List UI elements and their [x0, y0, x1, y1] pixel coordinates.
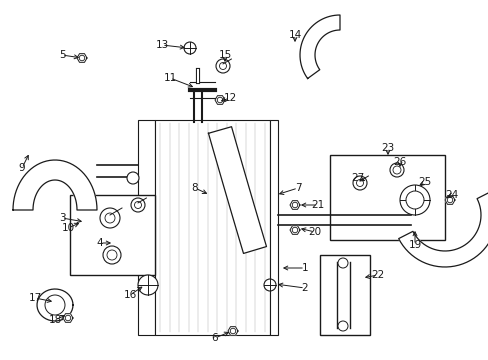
Text: 22: 22: [370, 270, 384, 280]
Polygon shape: [63, 314, 73, 322]
Text: 11: 11: [163, 73, 176, 83]
Circle shape: [127, 172, 139, 184]
Circle shape: [131, 198, 145, 212]
Bar: [329, 155, 444, 240]
Text: 12: 12: [223, 93, 236, 103]
Circle shape: [356, 180, 363, 186]
Text: 8: 8: [191, 183, 198, 193]
Bar: [138, 120, 155, 335]
Circle shape: [292, 202, 297, 208]
Text: 10: 10: [61, 223, 74, 233]
Circle shape: [134, 202, 141, 208]
Circle shape: [389, 163, 403, 177]
Circle shape: [264, 279, 275, 291]
Text: 19: 19: [407, 240, 421, 250]
Text: 1: 1: [301, 263, 307, 273]
Circle shape: [45, 295, 65, 315]
Polygon shape: [289, 201, 299, 209]
Polygon shape: [444, 196, 454, 204]
Text: 21: 21: [311, 200, 324, 210]
Circle shape: [337, 321, 347, 331]
Text: 9: 9: [19, 163, 25, 173]
Circle shape: [217, 97, 223, 103]
Polygon shape: [300, 15, 339, 78]
Circle shape: [292, 227, 297, 233]
Text: 6: 6: [211, 333, 218, 343]
Polygon shape: [227, 327, 238, 335]
Polygon shape: [398, 192, 488, 267]
Text: 23: 23: [381, 143, 394, 153]
Polygon shape: [13, 160, 97, 210]
Text: 4: 4: [97, 238, 103, 248]
Circle shape: [103, 246, 121, 264]
Circle shape: [79, 55, 84, 61]
Bar: [319, 255, 369, 335]
Circle shape: [216, 59, 229, 73]
Text: 15: 15: [218, 50, 231, 60]
Polygon shape: [37, 289, 73, 321]
Circle shape: [405, 191, 423, 209]
Circle shape: [352, 176, 366, 190]
Text: 26: 26: [392, 157, 406, 167]
Circle shape: [138, 275, 158, 295]
Bar: [269, 120, 278, 335]
Text: 25: 25: [418, 177, 431, 187]
Text: 3: 3: [59, 213, 65, 223]
Circle shape: [219, 63, 226, 69]
Text: 24: 24: [445, 190, 458, 200]
Text: 17: 17: [28, 293, 41, 303]
Text: 2: 2: [301, 283, 307, 293]
Circle shape: [230, 328, 235, 334]
Text: 16: 16: [123, 290, 136, 300]
Bar: [70, 195, 155, 275]
Circle shape: [337, 258, 347, 268]
Polygon shape: [289, 226, 299, 234]
Text: 27: 27: [351, 173, 364, 183]
Text: 13: 13: [155, 40, 168, 50]
Polygon shape: [77, 54, 87, 62]
Circle shape: [65, 315, 71, 321]
Text: 14: 14: [288, 30, 301, 40]
Circle shape: [447, 197, 452, 203]
Polygon shape: [208, 127, 266, 253]
Circle shape: [105, 213, 115, 223]
Circle shape: [107, 250, 117, 260]
Circle shape: [392, 166, 400, 174]
Text: 18: 18: [48, 315, 61, 325]
Text: 7: 7: [294, 183, 301, 193]
Bar: [155, 120, 269, 335]
Polygon shape: [215, 96, 224, 104]
Text: 20: 20: [308, 227, 321, 237]
Circle shape: [183, 42, 196, 54]
Circle shape: [399, 185, 429, 215]
Circle shape: [100, 208, 120, 228]
Text: 5: 5: [59, 50, 65, 60]
